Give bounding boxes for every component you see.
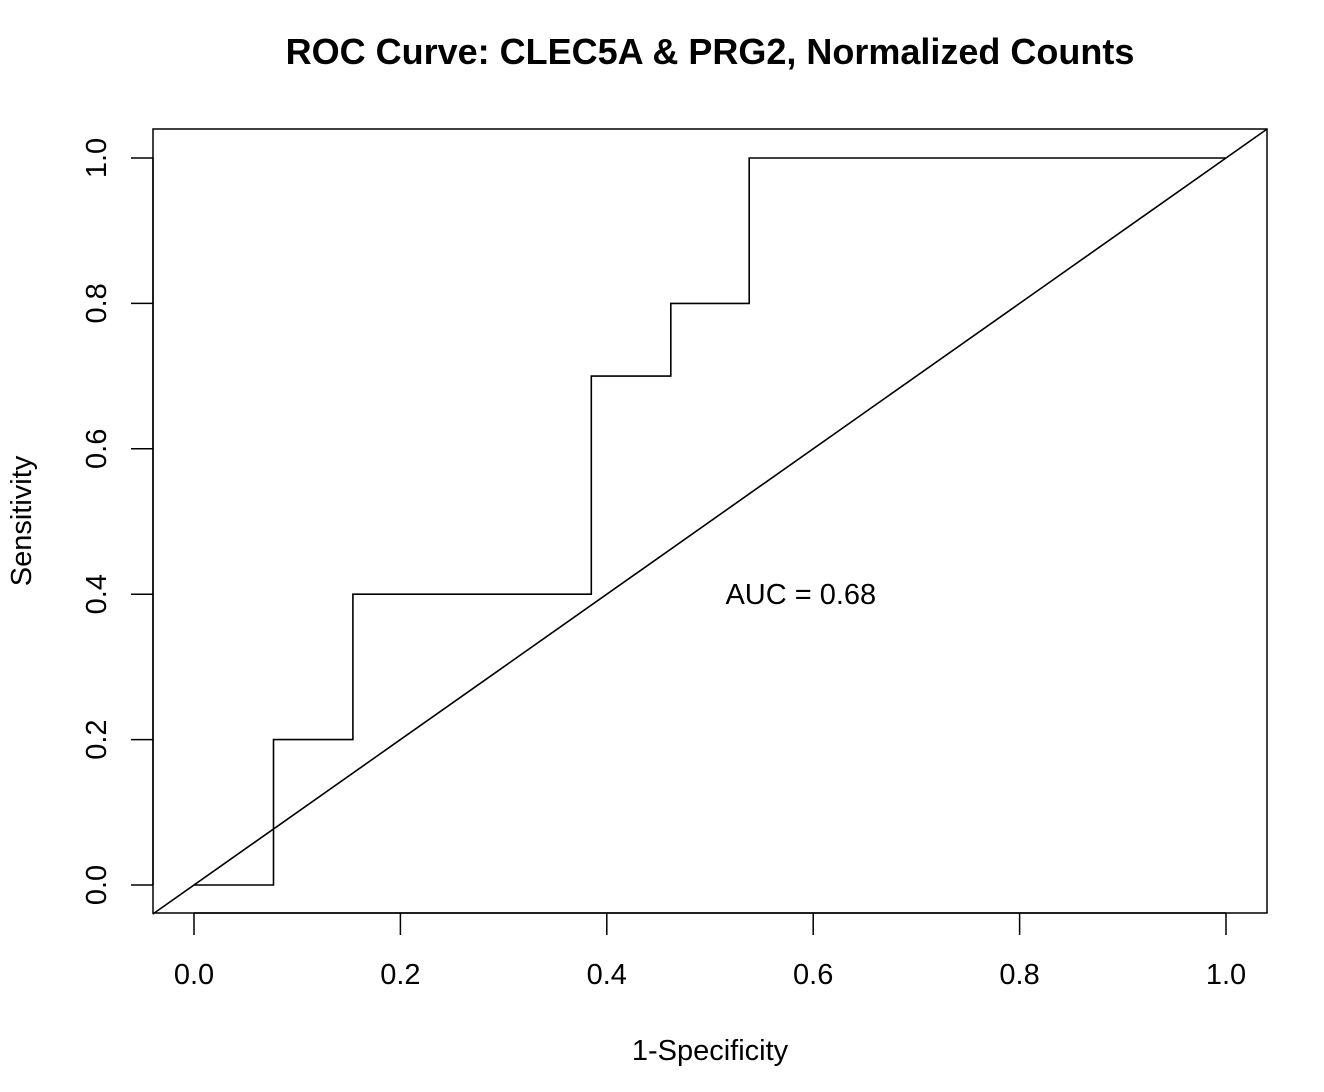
x-axis: 0.0 0.2 0.4 0.6 0.8 1.0 — [174, 912, 1246, 991]
x-tick-label: 0.4 — [587, 959, 627, 991]
y-tick-label: 0.4 — [81, 574, 113, 614]
series-layer — [152, 128, 1268, 915]
auc-annotation: AUC = 0.68 — [725, 579, 876, 611]
y-axis: 0.0 0.2 0.4 0.6 0.8 1.0 — [81, 138, 154, 905]
y-tick-label: 0.8 — [81, 283, 113, 323]
y-tick-label: 0.0 — [81, 865, 113, 905]
roc-curve-line — [194, 157, 1226, 886]
x-axis-label: 1-Specificity — [632, 1035, 789, 1067]
x-tick-label: 0.0 — [174, 959, 214, 991]
chart-title: ROC Curve: CLEC5A & PRG2, Normalized Cou… — [286, 31, 1135, 72]
annotation-layer: AUC = 0.68 — [725, 579, 876, 611]
x-tick-label: 0.6 — [793, 959, 833, 991]
y-axis-label: Sensitivity — [6, 455, 38, 586]
y-tick-label: 1.0 — [81, 138, 113, 178]
x-tick-label: 0.2 — [380, 959, 420, 991]
reference-diagonal-line — [152, 128, 1268, 915]
y-tick-label: 0.2 — [81, 719, 113, 759]
x-tick-label: 0.8 — [999, 959, 1039, 991]
x-tick-label: 1.0 — [1206, 959, 1246, 991]
y-tick-label: 0.6 — [81, 429, 113, 469]
